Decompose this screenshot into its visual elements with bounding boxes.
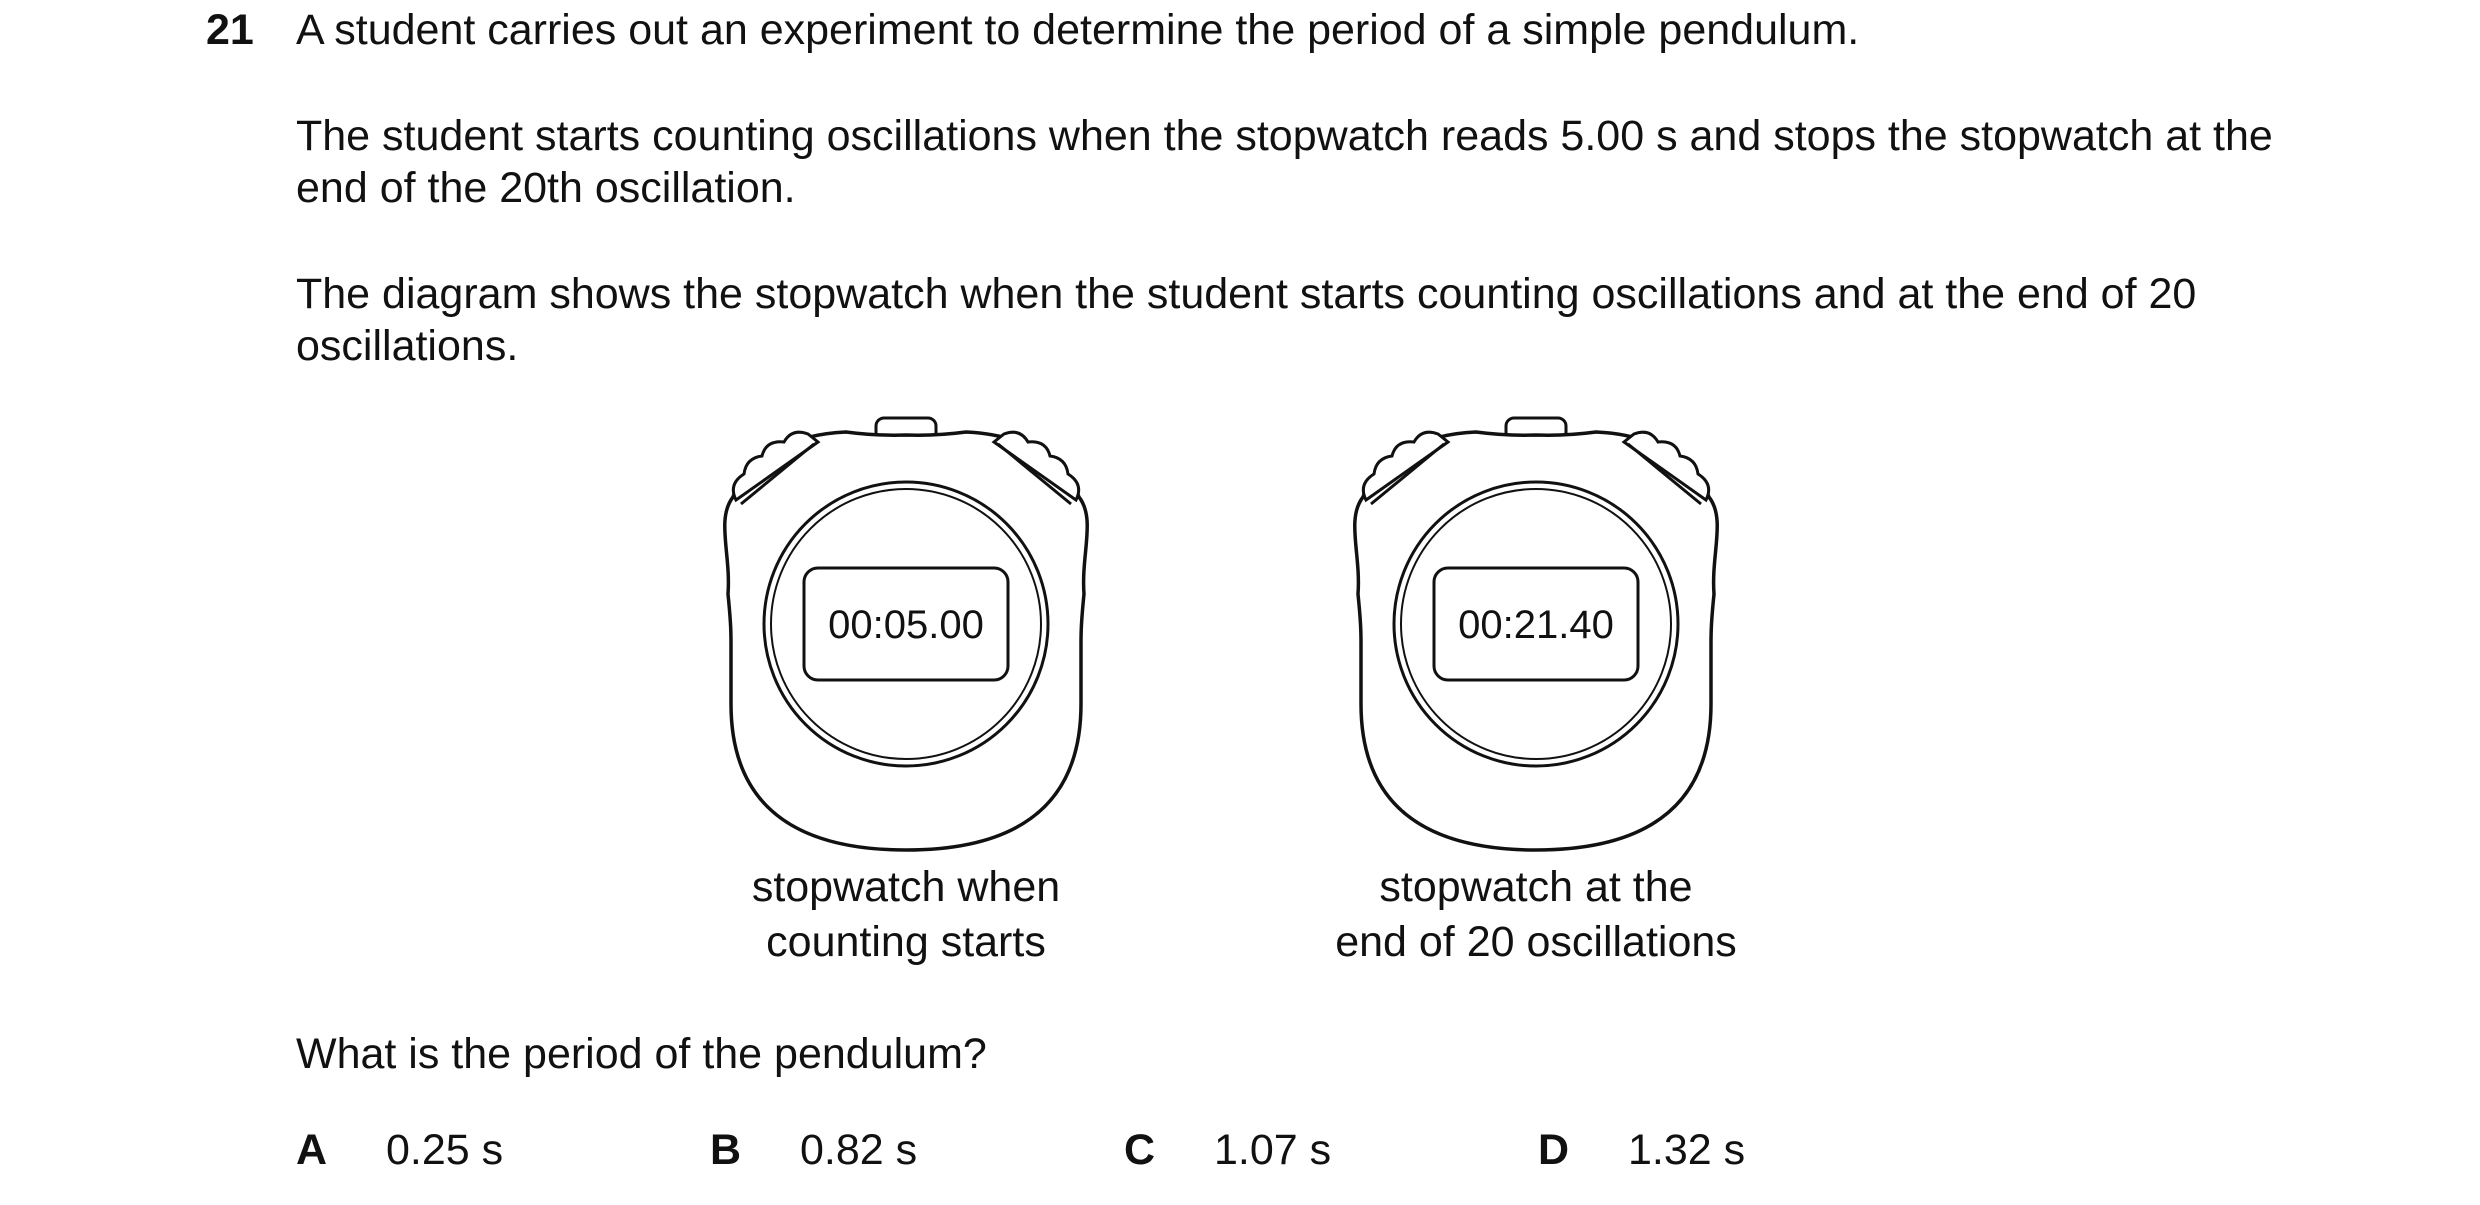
option-d-letter: D xyxy=(1538,1126,1570,1174)
question-intro: A student carries out an experiment to d… xyxy=(296,6,1860,54)
caption-stopwatch-end: stopwatch at the end of 20 oscillations xyxy=(1276,860,1796,970)
question-setup: The student starts counting oscillations… xyxy=(296,112,2273,212)
option-a-letter: A xyxy=(296,1126,328,1174)
diagram-description: The diagram shows the stopwatch when the… xyxy=(296,270,2197,370)
question-number: 21 xyxy=(206,6,254,54)
caption-start-line2: counting starts xyxy=(766,918,1046,966)
question-prompt: What is the period of the pendulum? xyxy=(296,1030,987,1078)
option-c-value: 1.07 s xyxy=(1214,1126,1332,1174)
option-d-value: 1.32 s xyxy=(1628,1126,1746,1174)
option-c-letter: C xyxy=(1124,1126,1156,1174)
stopwatch-end: 00:21.40 xyxy=(1352,416,1720,852)
option-d[interactable]: D 1.32 s xyxy=(1538,1120,1745,1180)
stopwatch-end-display: 00:21.40 xyxy=(1458,603,1614,647)
caption-end-line2: end of 20 oscillations xyxy=(1335,918,1737,966)
caption-start-line1: stopwatch when xyxy=(751,863,1061,911)
option-b[interactable]: B 0.82 s xyxy=(710,1120,917,1180)
option-b-value: 0.82 s xyxy=(800,1126,918,1174)
stopwatch-start: 00:05.00 xyxy=(722,416,1090,852)
stopwatch-start-display: 00:05.00 xyxy=(828,603,984,647)
option-a[interactable]: A 0.25 s xyxy=(296,1120,503,1180)
caption-stopwatch-start: stopwatch when counting starts xyxy=(646,860,1166,970)
option-a-value: 0.25 s xyxy=(386,1126,504,1174)
option-c[interactable]: C 1.07 s xyxy=(1124,1120,1331,1180)
caption-end-line1: stopwatch at the xyxy=(1379,863,1693,911)
option-b-letter: B xyxy=(710,1126,742,1174)
